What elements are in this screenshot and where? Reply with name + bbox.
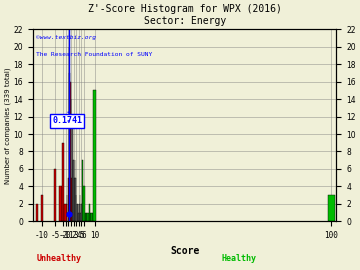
Bar xyxy=(73,160,74,221)
Bar xyxy=(85,212,86,221)
Bar xyxy=(41,195,43,221)
Bar xyxy=(86,212,87,221)
Text: Healthy: Healthy xyxy=(222,254,257,263)
Bar xyxy=(82,160,84,221)
Bar xyxy=(71,178,72,221)
Bar xyxy=(36,204,38,221)
Bar xyxy=(75,178,76,221)
Bar xyxy=(328,195,334,221)
Title: Z'-Score Histogram for WPX (2016)
Sector: Energy: Z'-Score Histogram for WPX (2016) Sector… xyxy=(88,4,282,26)
Text: ©www.textbiz.org: ©www.textbiz.org xyxy=(36,35,96,40)
Text: The Research Foundation of SUNY: The Research Foundation of SUNY xyxy=(36,52,152,57)
Bar xyxy=(54,169,56,221)
Bar xyxy=(91,212,93,221)
Bar xyxy=(72,117,73,221)
Bar xyxy=(87,212,89,221)
Bar xyxy=(70,82,71,221)
Bar xyxy=(77,204,78,221)
Bar xyxy=(64,204,67,221)
Bar xyxy=(81,204,82,221)
Y-axis label: Number of companies (339 total): Number of companies (339 total) xyxy=(4,67,11,184)
Bar xyxy=(74,178,75,221)
Bar xyxy=(69,73,70,221)
X-axis label: Score: Score xyxy=(170,246,199,256)
Bar xyxy=(90,212,91,221)
Text: 0.1741: 0.1741 xyxy=(52,116,82,126)
Bar xyxy=(79,204,80,221)
Bar xyxy=(78,212,79,221)
Bar xyxy=(59,186,62,221)
Bar xyxy=(89,204,90,221)
Bar xyxy=(62,143,64,221)
Text: Unhealthy: Unhealthy xyxy=(37,254,82,263)
Bar xyxy=(93,212,94,221)
Bar xyxy=(68,178,69,221)
Bar xyxy=(93,90,96,221)
Bar xyxy=(84,186,85,221)
